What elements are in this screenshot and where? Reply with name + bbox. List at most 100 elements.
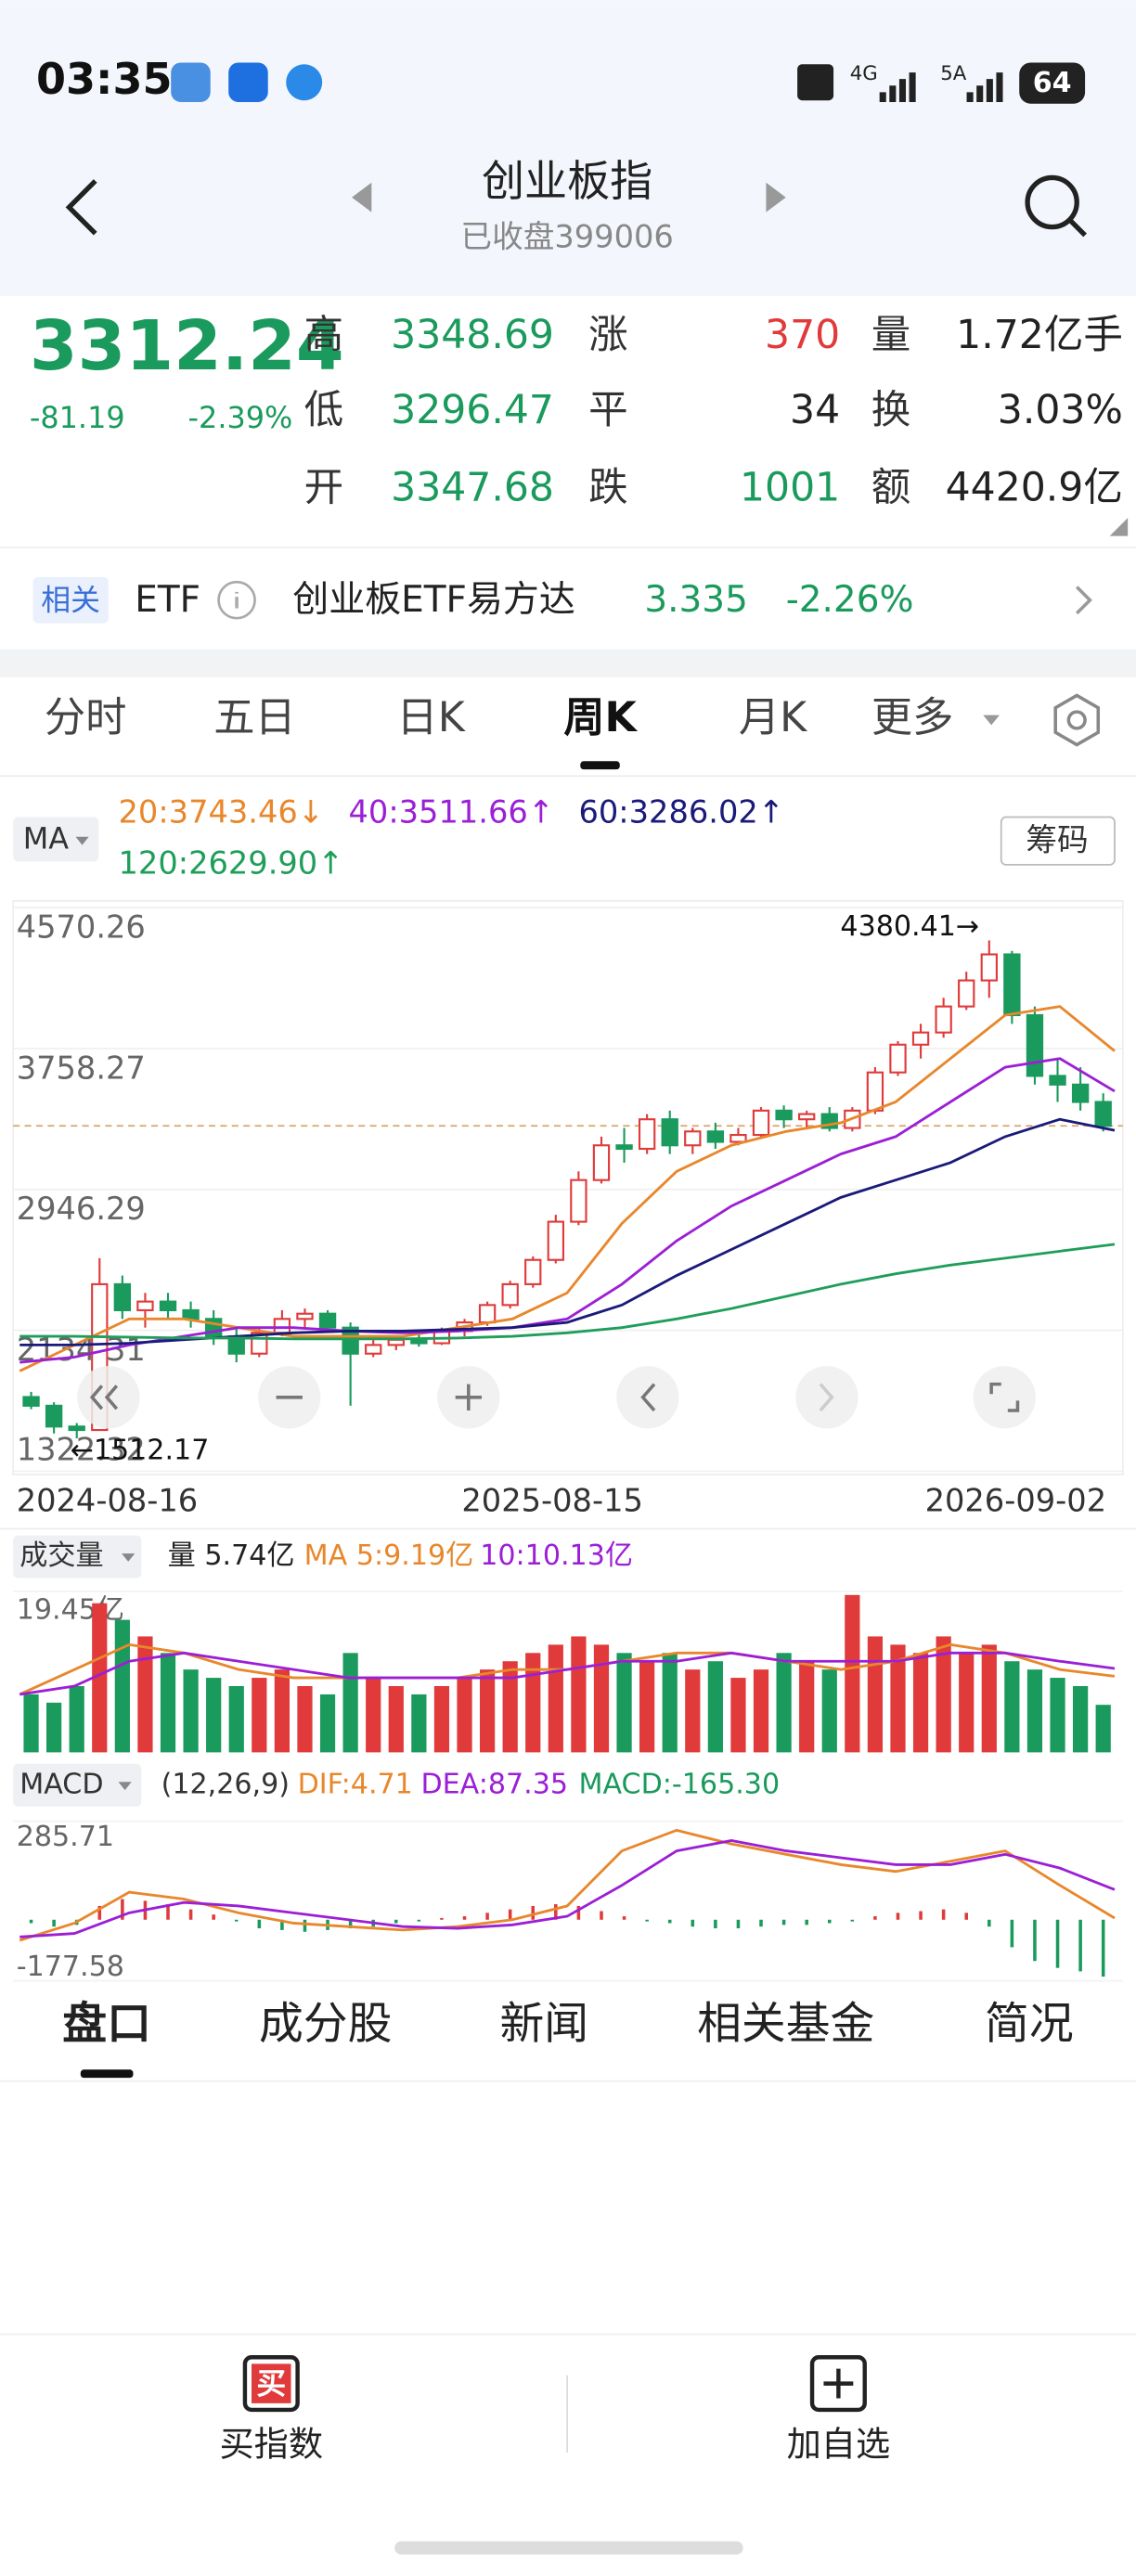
icon <box>989 1382 1020 1412</box>
settings-button[interactable] <box>1053 693 1101 747</box>
period-tab[interactable]: 日K <box>396 694 465 741</box>
ma-line <box>19 1005 1116 1372</box>
volume-bar <box>228 1686 244 1753</box>
watchlist-button[interactable]: 加自选 <box>787 2355 891 2464</box>
period-tab[interactable]: 分时 <box>45 694 127 741</box>
dropdown <box>118 1782 132 1791</box>
header-bg <box>0 0 1136 296</box>
candle-body <box>1003 953 1021 1017</box>
etf-row[interactable]: 相关 ETF 创业板ETF易方达 3.335 -2.26% <box>32 576 1092 624</box>
price: 3312.24 <box>30 305 344 386</box>
ma-legend: 60:3286.02↑ <box>579 793 784 830</box>
volume-bar <box>1026 1669 1043 1753</box>
dea-line <box>19 1839 1116 1938</box>
ma-select[interactable] <box>13 817 99 862</box>
candle-body <box>911 1031 930 1046</box>
candle-body <box>68 1425 85 1432</box>
candle-body <box>1026 1013 1044 1077</box>
chart-controls <box>77 1366 1036 1429</box>
gap <box>0 649 1136 677</box>
volume-bar <box>867 1636 884 1753</box>
battery <box>1019 62 1086 104</box>
macd-tick-label: -177.58 <box>17 1951 124 1983</box>
volume-ma10: 10:10.13亿 <box>480 1539 633 1572</box>
volume-bar <box>433 1686 450 1753</box>
app-icon <box>228 62 268 102</box>
volume-bar <box>1095 1705 1111 1753</box>
volume-bar <box>160 1653 176 1753</box>
volume-select[interactable] <box>13 1535 142 1578</box>
ma-label: MA <box>23 820 70 856</box>
stat-value: 1.72亿手 <box>956 313 1123 358</box>
ma-line <box>19 1057 1116 1364</box>
dropdown <box>983 715 1000 726</box>
candle-body <box>113 1282 132 1312</box>
section-tab[interactable]: 盘口 <box>62 1999 151 2050</box>
volume-bar <box>890 1644 906 1753</box>
period-tab[interactable]: 周K <box>563 694 638 741</box>
scroll-left[interactable] <box>616 1366 679 1429</box>
change-pct: -2.39% <box>188 400 293 435</box>
volume-label: 成交量 <box>19 1539 103 1572</box>
macd-select[interactable] <box>13 1763 142 1807</box>
volume-bar <box>137 1636 153 1753</box>
candle-body <box>365 1344 382 1355</box>
watchlist-label: 加自选 <box>787 2423 891 2464</box>
chip-button[interactable] <box>1000 816 1116 866</box>
volume-bar <box>799 1661 815 1753</box>
candle-body <box>615 1144 633 1151</box>
volume-bar <box>46 1702 62 1753</box>
candle-body <box>45 1404 63 1428</box>
search-button[interactable] <box>1025 174 1087 238</box>
fullscreen[interactable] <box>973 1366 1036 1429</box>
candle-body <box>478 1304 497 1324</box>
candle-body <box>980 953 998 982</box>
volume-bar <box>776 1653 792 1753</box>
candle-body <box>935 1005 952 1034</box>
volume-bar <box>252 1678 267 1753</box>
prev-index[interactable] <box>352 182 372 213</box>
period-tab[interactable]: 月K <box>739 694 807 741</box>
nfc-icon <box>797 64 834 101</box>
volume-bar <box>319 1694 336 1753</box>
etf-type: ETF <box>135 579 200 621</box>
volume-bar <box>457 1678 472 1753</box>
candle-body <box>866 1071 884 1112</box>
tab-indicator <box>580 761 620 770</box>
buy-button[interactable]: 买 买指数 <box>219 2355 323 2464</box>
macd-value-label: MACD:-165.30 <box>579 1768 781 1800</box>
stat-value: 3296.47 <box>391 388 554 433</box>
x-tick-label: 2026-09-02 <box>925 1483 1107 1519</box>
candle-body <box>136 1300 154 1312</box>
volume-bar <box>845 1594 860 1753</box>
section-tab[interactable]: 成分股 <box>259 1999 392 2050</box>
section-tab[interactable]: 相关基金 <box>697 1999 874 2050</box>
candle-body <box>296 1312 314 1320</box>
y-tick-label: 2946.29 <box>17 1191 146 1227</box>
network-1: 4G <box>850 62 878 85</box>
period-tab[interactable]: 五日 <box>213 694 296 741</box>
etf-pct: -2.26% <box>786 579 914 621</box>
signal-1 <box>879 72 916 102</box>
scroll-right[interactable] <box>795 1366 858 1429</box>
stat-value: 370 <box>765 313 840 358</box>
chevron <box>1075 586 1092 615</box>
volume-bar <box>411 1694 427 1753</box>
candle-body <box>1071 1083 1090 1103</box>
section-tab[interactable]: 简况 <box>985 1999 1074 2050</box>
x-tick-label: 2025-08-15 <box>461 1483 643 1519</box>
volume-bar <box>730 1678 746 1753</box>
volume-ma5: MA 5:9.19亿 <box>304 1539 474 1572</box>
volume-bar <box>707 1661 723 1753</box>
next-index[interactable] <box>766 182 786 213</box>
high-label: 4380.41→ <box>840 910 979 943</box>
stat-label: 高 <box>304 313 344 358</box>
volume-bar <box>206 1678 222 1753</box>
back-button[interactable] <box>65 179 97 236</box>
section-tab[interactable]: 新闻 <box>500 1999 589 2050</box>
period-tab[interactable]: 更多 <box>871 694 954 741</box>
stat-label: 低 <box>304 388 344 433</box>
volume-bar <box>342 1653 358 1753</box>
volume-bar <box>662 1653 678 1753</box>
volume-bar <box>274 1669 290 1753</box>
